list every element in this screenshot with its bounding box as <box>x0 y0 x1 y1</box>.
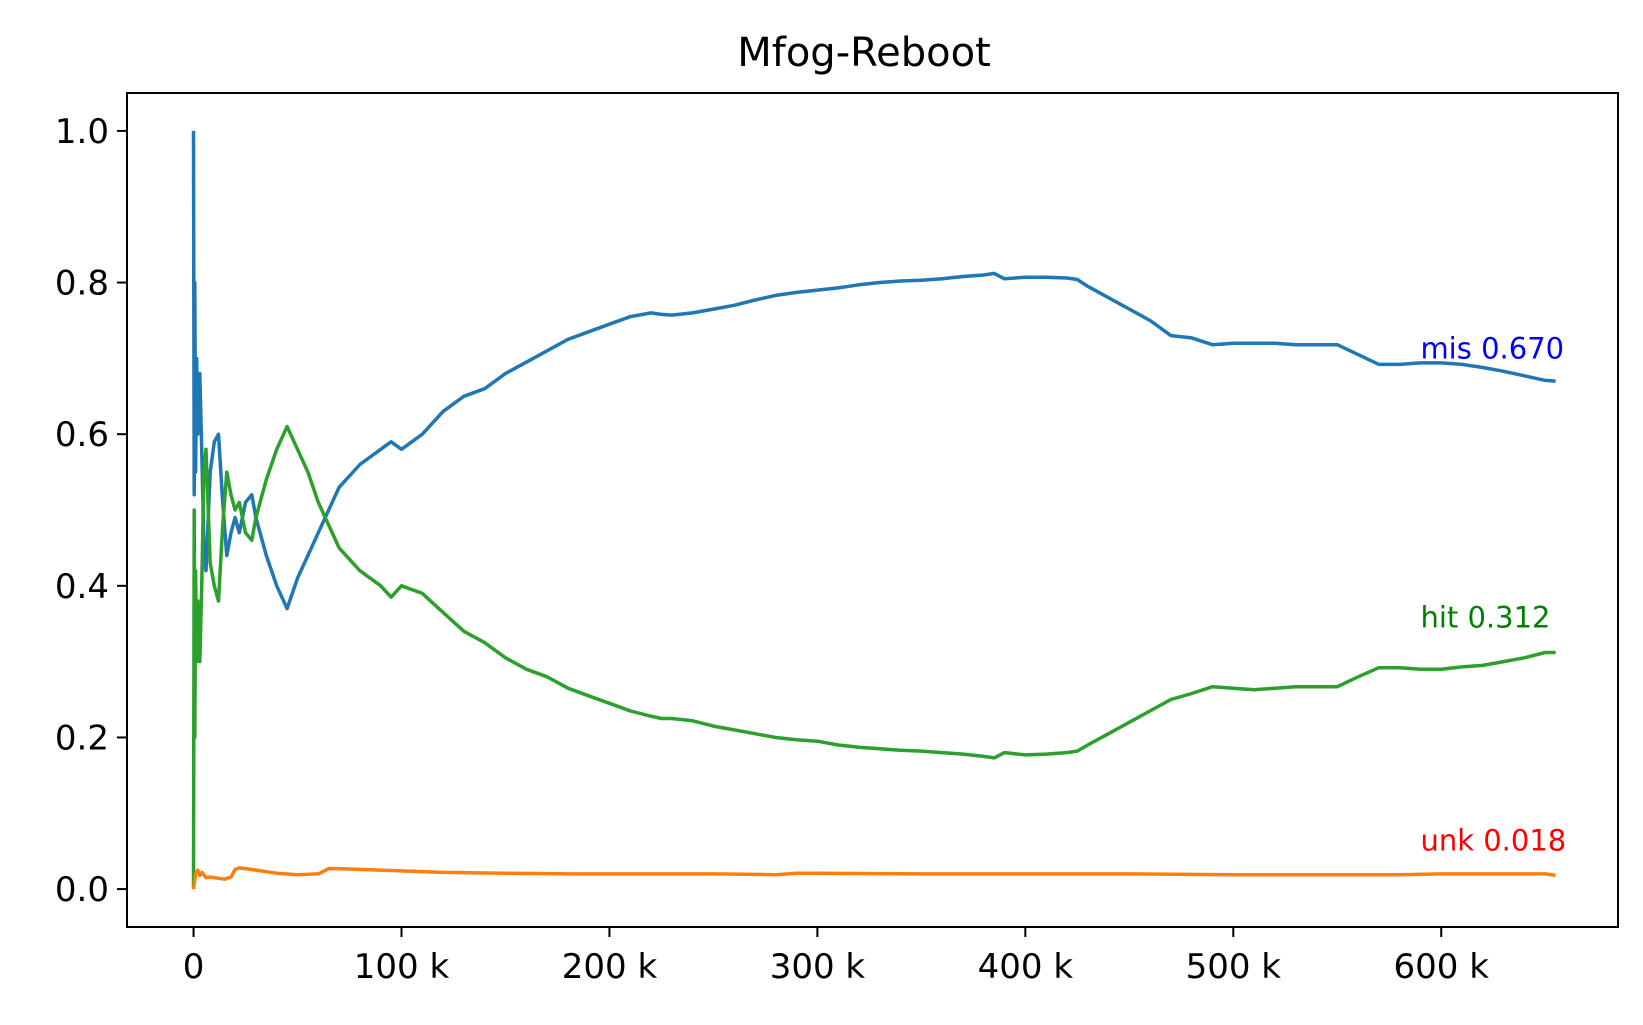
y-tick-label: 0.2 <box>55 718 109 758</box>
x-tick-label: 500 k <box>1186 947 1282 987</box>
plot-frame <box>126 92 1619 928</box>
x-tick-label: 100 k <box>354 947 450 987</box>
x-tick-label: 0 <box>183 947 205 987</box>
series-annotation: mis 0.670 <box>1420 331 1564 365</box>
y-tick-label: 0.4 <box>55 567 109 607</box>
series-line-unk <box>191 866 1556 890</box>
series-annotation: hit 0.312 <box>1420 601 1550 635</box>
y-tick-label: 0.8 <box>55 264 109 304</box>
x-tick-label: 300 k <box>770 947 866 987</box>
chart-title: Mfog-Reboot <box>737 30 991 76</box>
plot-area <box>127 93 1618 927</box>
series-line-hit <box>191 424 1556 890</box>
series-layer <box>191 130 1556 890</box>
y-tick-label: 0.0 <box>55 870 109 910</box>
series-line-mis <box>191 130 1556 611</box>
annotation-layer: mis 0.670 hit 0.312 unk 0.018 <box>1420 331 1566 857</box>
x-tick-label: 200 k <box>562 947 658 987</box>
series-annotation: unk 0.018 <box>1420 823 1566 857</box>
y-tick-label: 0.6 <box>55 415 109 455</box>
y-tick-label: 1.0 <box>55 112 109 152</box>
x-tick-label: 600 k <box>1394 947 1490 987</box>
axis-layer: 0 100 k 200 k 300 k 400 k 500 k 600 k 0.0 0.2 0.4… <box>55 112 1489 987</box>
x-tick-label: 400 k <box>978 947 1074 987</box>
